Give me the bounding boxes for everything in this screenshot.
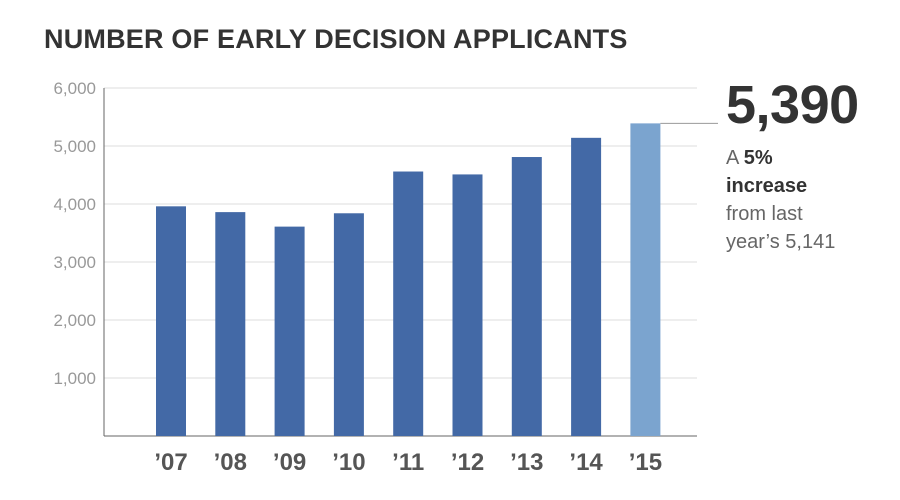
callout-prefix: A	[726, 147, 744, 169]
x-tick-label: ’12	[451, 449, 484, 476]
callout-line-2: increase	[726, 175, 808, 197]
x-tick-label: ’09	[273, 449, 306, 476]
bar	[274, 226, 305, 436]
bar	[333, 213, 364, 436]
x-tick-label: ’15	[629, 449, 662, 476]
y-tick-label: 3,000	[53, 253, 96, 272]
callout-line-1: A 5%	[726, 144, 896, 172]
bar	[452, 174, 483, 437]
callout: 5,390 A 5% increase from last year’s 5,1…	[726, 78, 896, 256]
bar	[511, 157, 542, 436]
y-tick-label: 2,000	[53, 311, 96, 330]
callout-percent: 5%	[743, 147, 773, 169]
bar	[393, 171, 424, 436]
bar	[571, 137, 602, 436]
bar	[156, 206, 186, 436]
y-tick-label: 4,000	[53, 195, 96, 214]
bar	[215, 212, 246, 436]
y-tick-label: 5,000	[53, 137, 96, 156]
callout-line-3: from last	[726, 203, 803, 225]
x-tick-label: ’08	[214, 449, 247, 476]
x-tick-label: ’14	[569, 449, 603, 476]
callout-text: A 5% increase from last year’s 5,141	[726, 144, 896, 256]
callout-line-4: year’s 5,141	[726, 231, 836, 253]
x-tick-label: ’10	[332, 449, 365, 476]
x-tick-label: ’11	[392, 449, 424, 476]
x-tick-label: ’07	[154, 449, 187, 476]
callout-value: 5,390	[726, 75, 859, 135]
x-tick-label: ’13	[510, 449, 543, 476]
chart-title: NUMBER OF EARLY DECISION APPLICANTS	[44, 24, 628, 54]
y-tick-label: 6,000	[53, 79, 96, 98]
bar	[630, 123, 661, 436]
y-tick-label: 1,000	[53, 369, 96, 388]
